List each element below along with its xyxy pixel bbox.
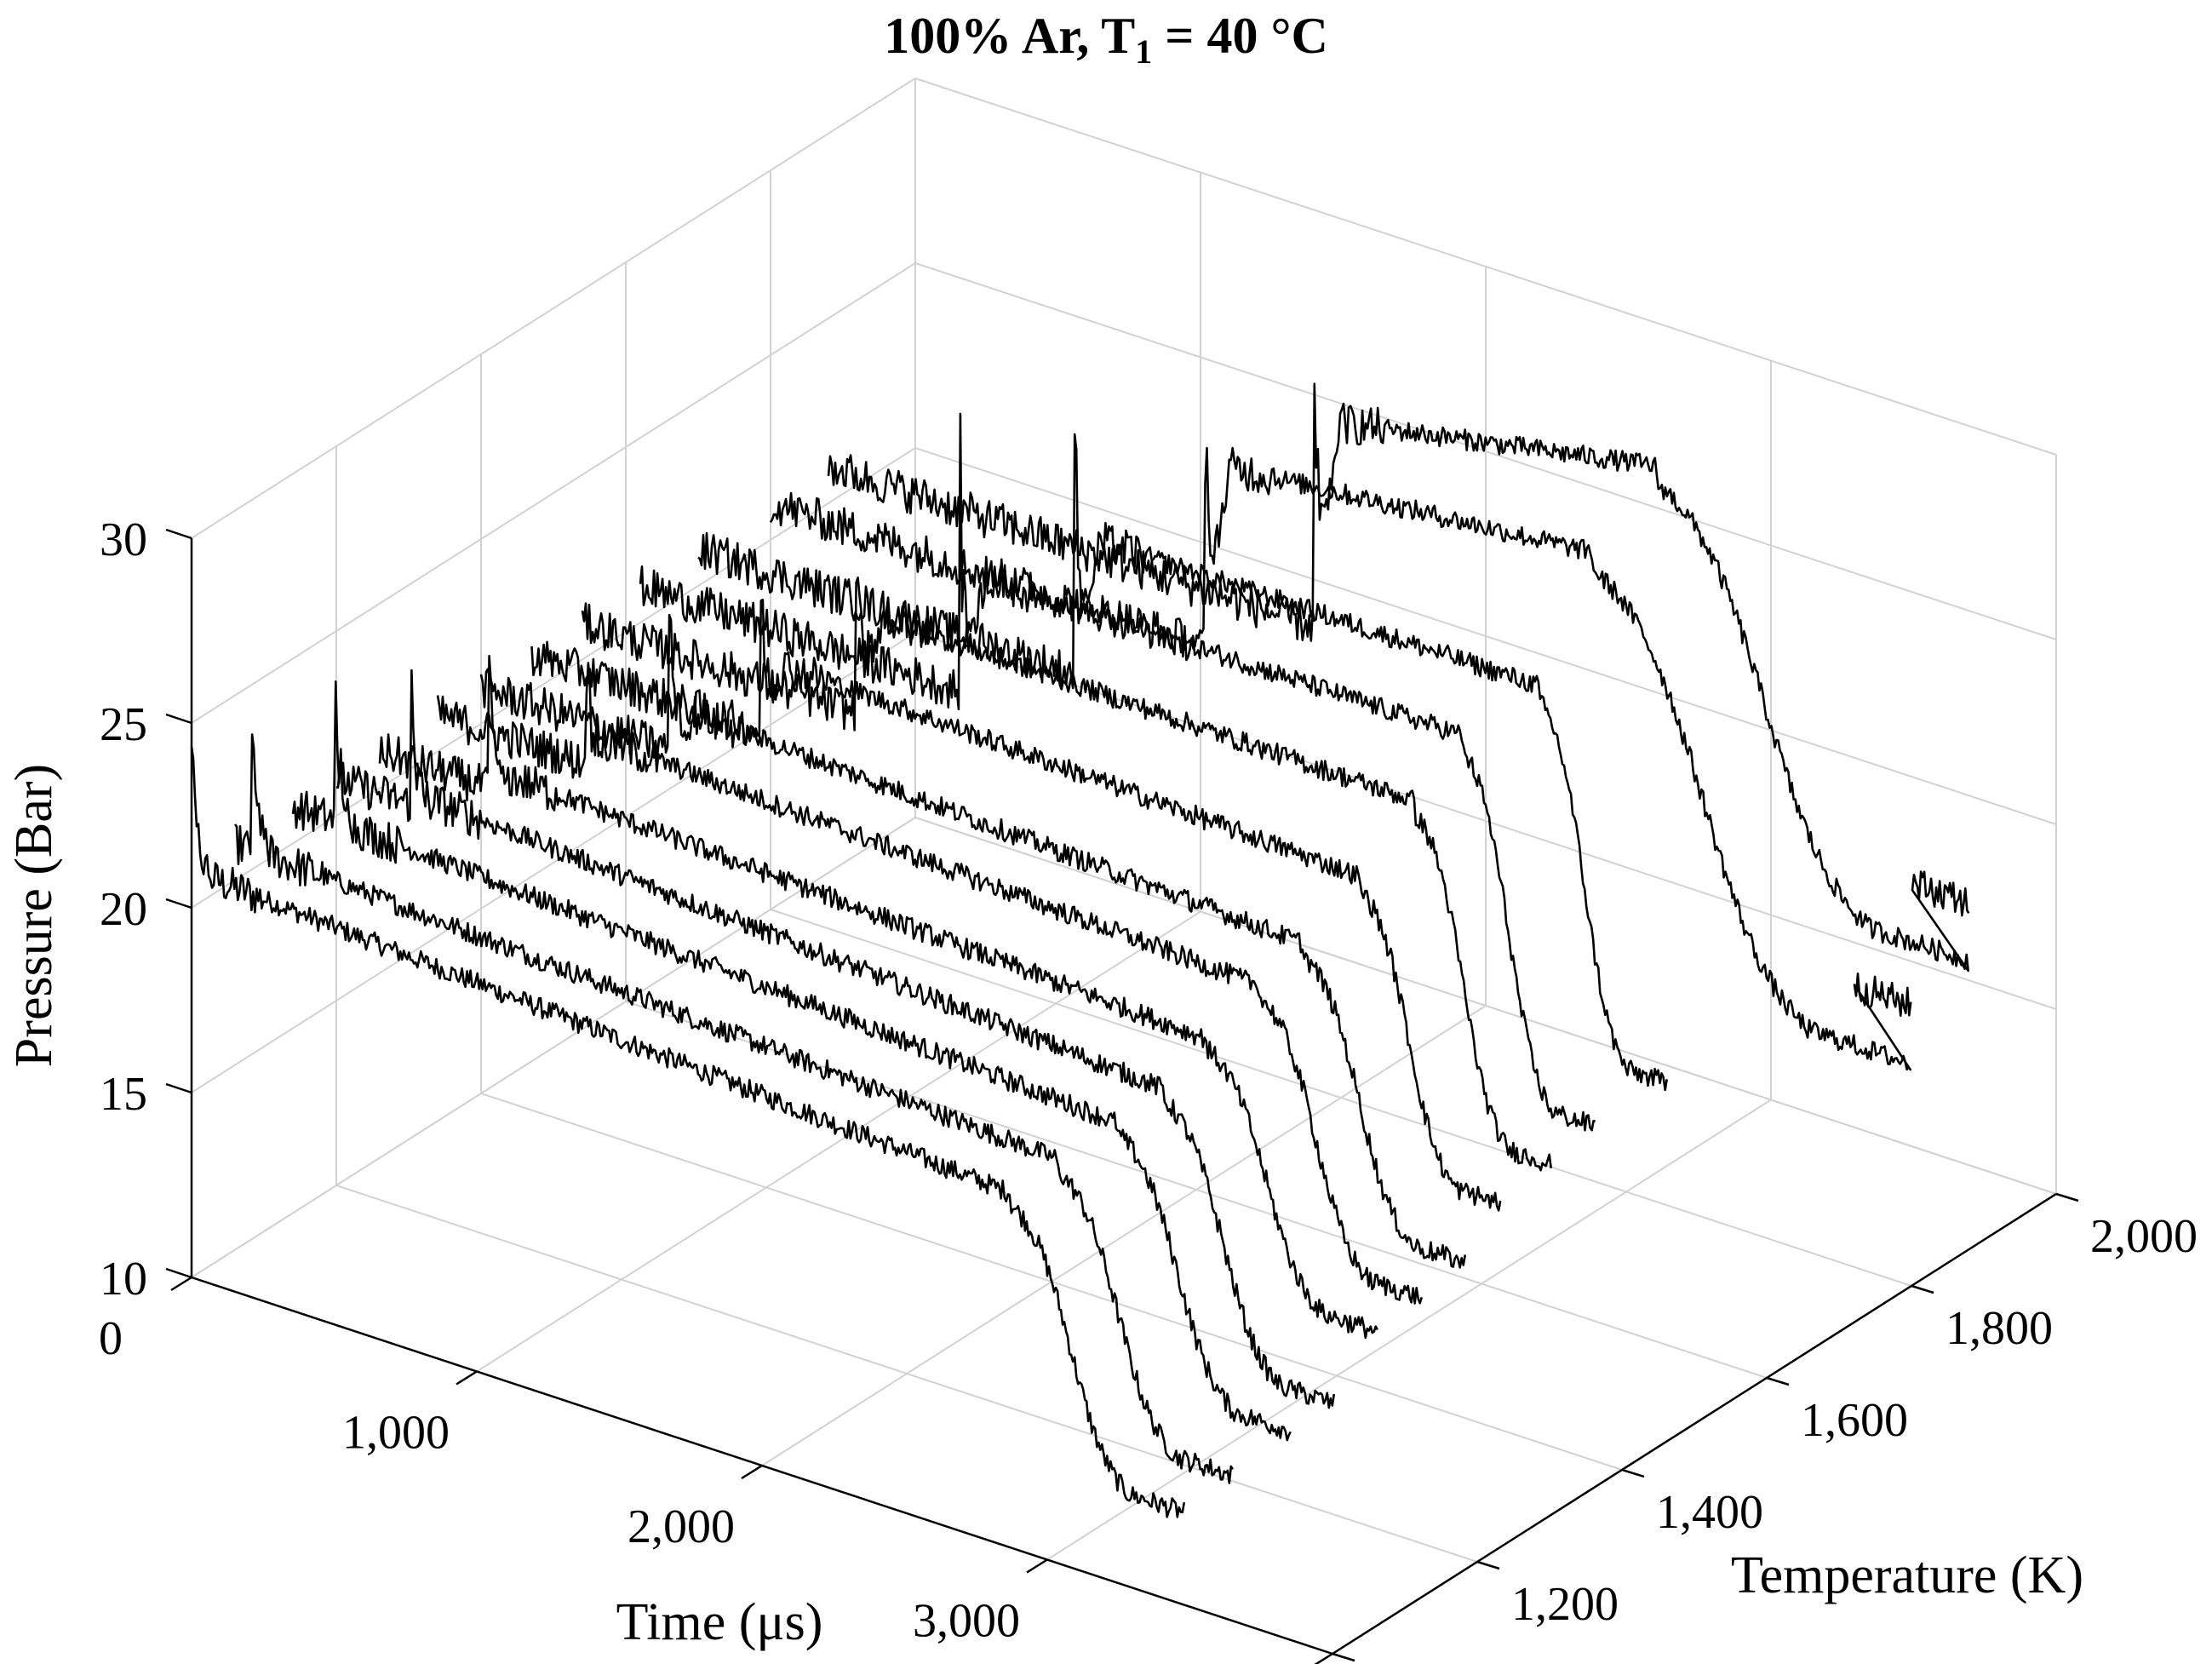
x-tick-mark (1314, 1652, 1333, 1664)
floor-gridline-x (476, 910, 1201, 1373)
z-tick-label: 10 (100, 1253, 147, 1305)
y-tick-mark (1911, 1284, 1934, 1294)
x-axis-label: Time (μs) (616, 1593, 823, 1651)
y-axis-line (1332, 1192, 2057, 1655)
y-tick-label: 1,600 (1801, 1394, 1908, 1447)
pressure-trace-1540K (581, 577, 1552, 1172)
title-subscript: 1 (1135, 32, 1152, 71)
title-prefix: 100% Ar, T (884, 8, 1135, 64)
leftwall-gridline-z (191, 77, 916, 539)
pressure-trace-1800K (769, 446, 1912, 1071)
pressure-trace-1000K (190, 746, 1186, 1518)
pressure-trace-1060K (233, 733, 1234, 1484)
y-tick-mark (2055, 1192, 2079, 1202)
leftwall-gridline-z (191, 262, 916, 724)
z-tick-label: 20 (100, 883, 147, 936)
y-tick-mark (1766, 1376, 1790, 1386)
z-tick-mark (165, 1267, 192, 1279)
pressure-trace-1200K (335, 668, 1336, 1409)
pressure-trace-1260K (378, 654, 1378, 1340)
z-tick-label: 30 (100, 514, 147, 566)
z-tick-mark (165, 1082, 192, 1094)
leftwall-gridline-z (191, 447, 916, 909)
y-tick-label: 1,800 (1946, 1302, 2053, 1355)
y-tick-label: 1,200 (1511, 1578, 1619, 1631)
x-tick-mark (741, 1464, 763, 1480)
y-tick-mark (1621, 1468, 1645, 1478)
floor-gridline-x (1046, 1099, 1772, 1561)
title-suffix: = 40 °C (1152, 8, 1328, 64)
chart-title: 100% Ar, T1 = 40 °C (884, 8, 1328, 71)
leftwall-gridline-z (191, 632, 916, 1093)
backwall-gridline-z (914, 77, 2057, 456)
x-tick-label: 3,000 (913, 1595, 1020, 1648)
floor-gridline-y (335, 1185, 1478, 1563)
tick-labels: 01,0002,0003,0004,0001,0001,2001,4001,60… (99, 514, 2198, 1648)
pressure-trace-1400K (479, 613, 1467, 1269)
backwall-gridline-z (914, 817, 2057, 1195)
y-tick-mark (1476, 1560, 1500, 1570)
z-tick-label: 15 (100, 1068, 147, 1121)
backwall-gridline-z (914, 447, 2057, 825)
y-axis-label: Temperature (K) (1731, 1546, 2083, 1604)
pressure-traces (190, 382, 1970, 1518)
x-tick-mark (456, 1370, 478, 1386)
axis-lines (165, 528, 2079, 1664)
floor-gridline-x (761, 1005, 1487, 1466)
y-tick-label: 2,000 (2090, 1210, 2198, 1263)
pressure-trace-1880K (827, 382, 1970, 973)
pressure-trace-1140K (291, 680, 1292, 1442)
x-tick-label: 2,000 (627, 1500, 735, 1553)
x-tick-label: 0 (99, 1312, 123, 1365)
z-tick-mark (165, 713, 192, 725)
x-tick-mark (170, 1276, 192, 1292)
backwall-gridline-z (914, 262, 2057, 640)
pressure-trace-1620K (639, 412, 1596, 1132)
x-tick-label: 1,000 (342, 1407, 450, 1460)
z-tick-label: 25 (100, 698, 147, 751)
pressure-trace-1700K (697, 433, 1668, 1092)
leftwall-gridline-z (191, 817, 916, 1278)
pressure-trace-1470K (530, 598, 1502, 1212)
z-axis-label: Pressure (Bar) (5, 764, 63, 1067)
floor-gridline-y (770, 909, 1912, 1287)
y-tick-label: 1,400 (1656, 1486, 1763, 1539)
grid-lines (191, 77, 2057, 1655)
z-tick-mark (165, 528, 192, 540)
z-tick-mark (165, 898, 192, 909)
pressure-trace-1340K (436, 662, 1424, 1305)
x-tick-mark (1026, 1558, 1048, 1574)
y-tick-mark (1332, 1652, 1355, 1662)
